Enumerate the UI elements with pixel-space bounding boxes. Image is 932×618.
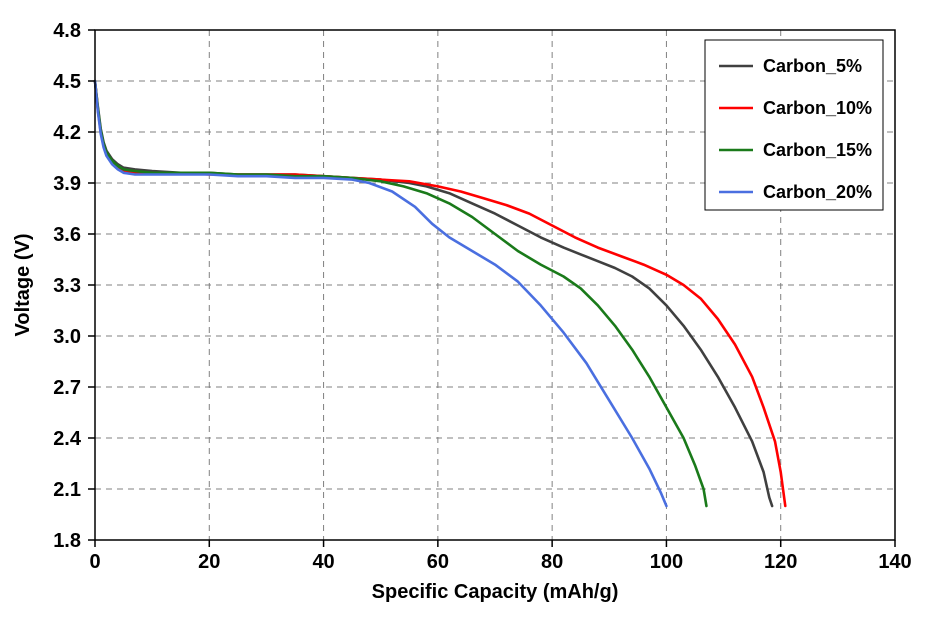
ytick-label: 2.1 [53,479,81,501]
ytick-label: 2.7 [53,377,81,399]
discharge-curve-chart: 0 20 40 60 80 100 120 140 1.8 2.1 2.4 2.7 3.0 3.3 3.6 3… [0,0,932,618]
ytick-label: 3.9 [53,173,81,195]
ytick-label: 1.8 [53,530,81,552]
legend-label: Carbon_5% [763,56,862,76]
ytick-label: 3.3 [53,275,81,297]
ytick-label: 2.4 [53,428,82,450]
xtick-label: 20 [198,551,220,573]
chart-container: 0 20 40 60 80 100 120 140 1.8 2.1 2.4 2.7 3.0 3.3 3.6 3… [0,0,932,618]
xtick-label: 60 [427,551,449,573]
ytick-label: 4.8 [53,20,81,42]
xtick-label: 100 [650,551,683,573]
xtick-label: 120 [764,551,797,573]
ytick-label: 3.0 [53,326,81,348]
xtick-label: 80 [541,551,563,573]
ytick-label: 4.2 [53,122,81,144]
legend-label: Carbon_15% [763,140,872,160]
xtick-label: 0 [89,551,100,573]
legend-label: Carbon_20% [763,182,872,202]
ytick-label: 4.5 [53,71,81,93]
legend-label: Carbon_10% [763,98,872,118]
y-axis-label: Voltage (V) [12,234,34,337]
xtick-label: 140 [878,551,911,573]
xtick-label: 40 [312,551,334,573]
ytick-label: 3.6 [53,224,81,246]
x-axis-label: Specific Capacity (mAh/g) [372,581,619,603]
